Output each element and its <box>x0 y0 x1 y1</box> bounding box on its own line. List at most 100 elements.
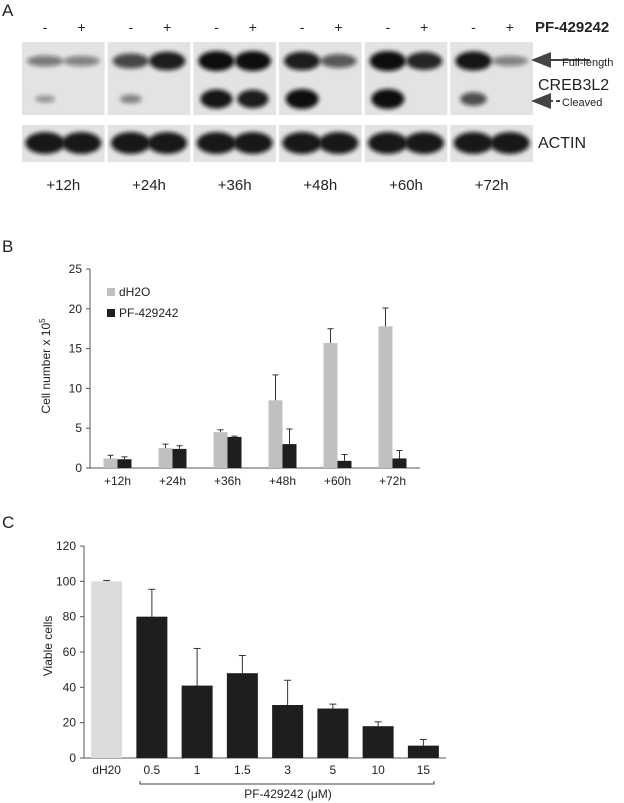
chart-c-y-tick-label: 0 <box>69 751 76 765</box>
cleaved-label: Cleaved <box>562 97 602 109</box>
lane-sign-minus: - <box>43 19 48 35</box>
full-length-band <box>149 51 186 71</box>
cleaved-band <box>200 89 233 109</box>
chart-b-bar-pf <box>117 459 132 468</box>
lane-sign-plus: + <box>163 19 171 35</box>
lane-sign-plus: + <box>420 19 428 35</box>
cleaved-band <box>35 95 56 103</box>
chart-b-y-tick-label: 10 <box>69 381 83 395</box>
chart-b-legend-swatch <box>107 309 115 317</box>
actin-band <box>367 132 408 154</box>
chart-b-legend-label: PF-429242 <box>119 306 179 320</box>
cleaved-band <box>285 89 319 109</box>
chart-b-ylabel-main: Cell number x 10 <box>39 323 53 414</box>
treatment-label: PF-429242 <box>535 19 609 36</box>
blot-time-label: +24h <box>132 177 166 194</box>
chart-c-x-tick-label: 1.5 <box>234 763 251 777</box>
full-length-band <box>491 55 529 67</box>
blot-time-labels: +12h +24h +36h +48h +60h +72h <box>46 177 508 194</box>
cleaved-band <box>120 94 142 104</box>
blot-lane-signs: - + - + - + - + - + - + <box>43 19 514 35</box>
chart-b-y-tick-label: 15 <box>69 342 83 356</box>
chart-b-legend-swatch <box>107 288 115 296</box>
actin-label: ACTIN <box>538 135 586 152</box>
blot-time-label: +48h <box>303 177 337 194</box>
creb3l2-blot-strip <box>22 42 105 115</box>
pf-dose-bracket-label: PF-429242 (μM) <box>244 787 332 801</box>
creb3l2-blot-strip <box>450 42 533 115</box>
actin-band <box>110 132 151 154</box>
chart-b-ylabel-exp: 5 <box>38 318 47 323</box>
lane-sign-minus: - <box>128 19 133 35</box>
lane-sign-plus: + <box>77 19 85 35</box>
actin-band <box>196 132 237 154</box>
pf-dose-bracket <box>139 781 435 785</box>
creb3l2-blot-strip <box>107 42 191 115</box>
lane-sign-minus: - <box>471 19 476 35</box>
chart-c-x-tick-label: 5 <box>330 763 337 777</box>
chart-b-y-tick-label: 5 <box>75 421 82 435</box>
chart-b: 0 5 10 15 20 25 +12h +24h +36h +48h +60h +72h dH2O PF… <box>69 262 420 488</box>
lane-sign-plus: + <box>506 19 514 35</box>
chart-c-x-tick-label: 0.5 <box>144 763 161 777</box>
lane-sign-plus: + <box>334 19 342 35</box>
chart-b-legend-label: dH2O <box>119 285 150 299</box>
chart-c-y-tick-label: 80 <box>63 610 77 624</box>
chart-b-bar-dh2o <box>378 326 393 468</box>
chart-b-bar-pf <box>172 448 187 468</box>
chart-c-ylabel: Viable cells <box>41 616 55 676</box>
chart-b-bar-dh2o <box>268 400 283 468</box>
chart-b-bar-dh2o <box>103 458 118 468</box>
chart-b-y-tick-label: 0 <box>75 461 82 475</box>
chart-c-bar-pf <box>362 726 394 758</box>
full-length-label: Full-length <box>562 57 613 69</box>
chart-c: 0 20 40 60 80 100 120 dH20 0.5 1 1.5 3 5 10 15 <box>56 539 446 777</box>
chart-c-y-tick-label: 60 <box>63 645 77 659</box>
actin-band <box>453 132 494 154</box>
blot-time-label: +60h <box>389 177 423 194</box>
cleaved-band <box>371 89 405 109</box>
chart-c-y-tick-label: 40 <box>63 680 77 694</box>
actin-band <box>318 132 359 154</box>
blot-time-label: +36h <box>218 177 252 194</box>
chart-c-y-tick-label: 20 <box>63 716 77 730</box>
actin-band <box>490 132 530 154</box>
cleaved-band <box>237 89 269 109</box>
chart-b-y-tick-label: 25 <box>69 262 83 276</box>
chart-b-x-tick-label: +24h <box>159 474 186 488</box>
chart-c-x-tick-label: 1 <box>194 763 201 777</box>
chart-b-x-tick-label: +60h <box>324 474 351 488</box>
lane-sign-minus: - <box>214 19 219 35</box>
chart-b-x-tick-label: +72h <box>379 474 406 488</box>
actin-band <box>25 132 65 154</box>
full-length-band <box>63 55 100 67</box>
panel-c-letter: C <box>2 513 14 532</box>
lane-sign-minus: - <box>385 19 390 35</box>
chart-b-bar-pf <box>337 460 352 468</box>
chart-b-bar-dh2o <box>213 432 228 468</box>
blot-time-label: +12h <box>46 177 80 194</box>
chart-b-x-tick-label: +12h <box>104 474 131 488</box>
chart-b-bar-dh2o <box>158 448 173 468</box>
chart-b-bar-pf <box>392 458 407 468</box>
full-length-band <box>112 53 149 69</box>
chart-c-bar-pf <box>226 673 258 758</box>
chart-c-x-tick-label: dH20 <box>92 763 121 777</box>
chart-b-bar-pf <box>282 444 297 468</box>
chart-c-x-tick-label: 15 <box>417 763 431 777</box>
creb3l2-label: CREB3L2 <box>538 77 609 94</box>
chart-c-bar-pf <box>136 616 168 758</box>
lane-sign-minus: - <box>300 19 305 35</box>
chart-c-x-tick-label: 3 <box>284 763 291 777</box>
chart-c-bar-pf <box>272 705 304 758</box>
panel-c: C Viable cells 0 20 40 60 80 100 120 dH20 0.5 1 1.… <box>2 513 446 801</box>
actin-band <box>61 132 102 154</box>
full-length-band <box>26 55 64 67</box>
chart-b-x-tick-label: +36h <box>214 474 241 488</box>
cleaved-band <box>460 92 487 106</box>
chart-b-bar-dh2o <box>323 343 338 468</box>
lane-sign-plus: + <box>249 19 257 35</box>
full-length-band <box>283 51 321 71</box>
chart-c-y-tick-label: 100 <box>56 574 76 588</box>
